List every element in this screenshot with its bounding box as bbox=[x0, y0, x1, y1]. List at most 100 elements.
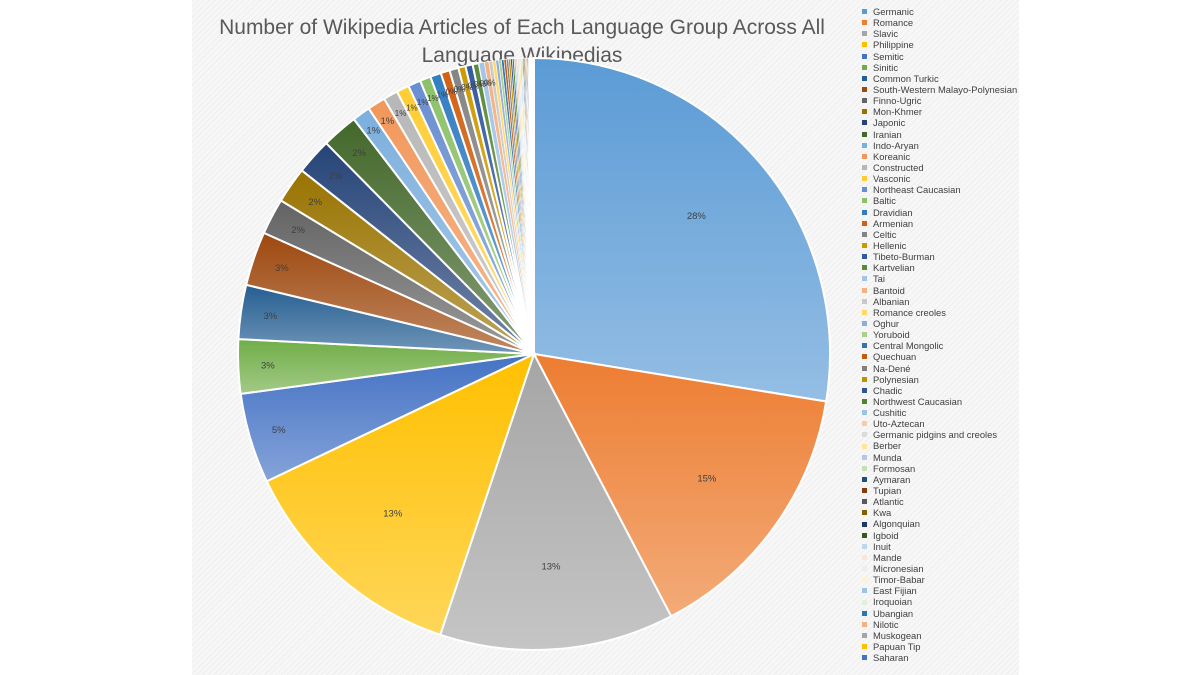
legend-swatch bbox=[862, 9, 867, 15]
legend-label: Nilotic bbox=[873, 618, 899, 630]
legend-label: Tupian bbox=[873, 485, 902, 497]
data-label-semitic: 5% bbox=[272, 425, 286, 436]
legend-item-yoruboid: Yoruboid bbox=[862, 329, 1012, 340]
legend-item-kartvelian: Kartvelian bbox=[862, 262, 1012, 273]
legend-item-finno-ugric: Finno-Ugric bbox=[862, 95, 1012, 106]
legend-label: Iranian bbox=[873, 128, 902, 140]
legend-swatch bbox=[862, 276, 867, 282]
legend-item-germanic: Germanic bbox=[862, 6, 1012, 17]
legend-label: Polynesian bbox=[873, 373, 919, 385]
legend-label: Yoruboid bbox=[873, 329, 910, 341]
legend-label: Aymaran bbox=[873, 473, 911, 485]
legend-swatch bbox=[862, 343, 867, 349]
legend-label: Igboid bbox=[873, 529, 899, 541]
legend-item-micronesian: Micronesian bbox=[862, 563, 1012, 574]
data-label-south-western-malayo-polynesian: 3% bbox=[275, 263, 289, 274]
legend-label: Finno-Ugric bbox=[873, 95, 922, 107]
legend-swatch bbox=[862, 376, 867, 382]
legend-swatch bbox=[862, 187, 867, 193]
legend-label: Romance creoles bbox=[873, 306, 946, 318]
legend-swatch bbox=[862, 42, 867, 48]
legend-label: Timor-Babar bbox=[873, 574, 925, 586]
legend-item-quechuan: Quechuan bbox=[862, 351, 1012, 362]
legend-swatch bbox=[862, 488, 867, 494]
legend-swatch bbox=[862, 621, 867, 627]
data-label-hellenic: 0% bbox=[461, 83, 473, 92]
legend-item-saharan: Saharan bbox=[862, 652, 1012, 663]
legend-swatch bbox=[862, 198, 867, 204]
legend-label: Kwa bbox=[873, 507, 892, 519]
legend-label: Koreanic bbox=[873, 150, 911, 162]
legend-swatch bbox=[862, 243, 867, 249]
legend-label: Sinitic bbox=[873, 61, 899, 73]
legend-item-tibeto-burman: Tibeto-Burman bbox=[862, 251, 1012, 262]
legend-swatch bbox=[862, 521, 867, 527]
legend-swatch bbox=[862, 31, 867, 37]
legend-label: Indo-Aryan bbox=[873, 139, 919, 151]
legend-label: Dravidian bbox=[873, 206, 913, 218]
legend-item-kwa: Kwa bbox=[862, 507, 1012, 518]
legend-item-na-den: Na-Dené bbox=[862, 363, 1012, 374]
data-label-tai: 0% bbox=[479, 79, 491, 88]
legend-swatch bbox=[862, 176, 867, 182]
legend-swatch bbox=[862, 354, 867, 360]
legend-swatch bbox=[862, 610, 867, 616]
data-label-sinitic: 3% bbox=[261, 360, 275, 371]
data-label-tibeto-burman: 0% bbox=[468, 81, 480, 90]
legend-swatch bbox=[862, 655, 867, 661]
legend-swatch bbox=[862, 87, 867, 93]
legend-item-aymaran: Aymaran bbox=[862, 474, 1012, 485]
data-label-baltic: 1% bbox=[427, 94, 439, 103]
legend-item-albanian: Albanian bbox=[862, 296, 1012, 307]
legend-swatch bbox=[862, 20, 867, 26]
legend-label: Atlantic bbox=[873, 496, 904, 508]
legend-swatch bbox=[862, 398, 867, 404]
legend-swatch bbox=[862, 220, 867, 226]
data-label-bantoid: 0% bbox=[484, 78, 496, 87]
legend-label: Muskogean bbox=[873, 629, 922, 641]
legend-swatch bbox=[862, 332, 867, 338]
legend-label: Philippine bbox=[873, 39, 914, 51]
legend-swatch bbox=[862, 543, 867, 549]
legend-item-dravidian: Dravidian bbox=[862, 207, 1012, 218]
legend-item-nilotic: Nilotic bbox=[862, 619, 1012, 630]
legend-item-inuit: Inuit bbox=[862, 541, 1012, 552]
legend-item-constructed: Constructed bbox=[862, 162, 1012, 173]
legend-label: Uto-Aztecan bbox=[873, 418, 925, 430]
legend-label: Mande bbox=[873, 551, 902, 563]
legend-item-atlantic: Atlantic bbox=[862, 496, 1012, 507]
legend-item-germanic-pidgins-and-creoles: Germanic pidgins and creoles bbox=[862, 429, 1012, 440]
legend-label: Germanic bbox=[873, 6, 914, 17]
legend-label: Celtic bbox=[873, 228, 897, 240]
legend-item-koreanic: Koreanic bbox=[862, 151, 1012, 162]
legend-label: Formosan bbox=[873, 462, 916, 474]
legend-swatch bbox=[862, 309, 867, 315]
legend-swatch bbox=[862, 454, 867, 460]
legend-swatch bbox=[862, 365, 867, 371]
legend-label: Hellenic bbox=[873, 239, 907, 251]
legend-item-chadic: Chadic bbox=[862, 385, 1012, 396]
legend-label: Ubangian bbox=[873, 607, 914, 619]
data-label-romance: 15% bbox=[697, 474, 717, 485]
legend-item-sinitic: Sinitic bbox=[862, 62, 1012, 73]
data-label-vasconic: 1% bbox=[406, 103, 418, 112]
legend-label: Micronesian bbox=[873, 563, 924, 575]
legend-label: Northeast Caucasian bbox=[873, 184, 961, 196]
legend-swatch bbox=[862, 231, 867, 237]
legend-item-tai: Tai bbox=[862, 273, 1012, 284]
legend-label: Germanic pidgins and creoles bbox=[873, 429, 998, 441]
legend-label: Chadic bbox=[873, 384, 903, 396]
data-label-constructed: 1% bbox=[395, 109, 407, 118]
legend-item-philippine: Philippine bbox=[862, 39, 1012, 50]
legend-swatch bbox=[862, 153, 867, 159]
data-label-japonic: 2% bbox=[329, 171, 343, 182]
data-label-mon-khmer: 2% bbox=[308, 197, 322, 208]
legend-swatch bbox=[862, 554, 867, 560]
legend-swatch bbox=[862, 287, 867, 293]
legend-item-cushitic: Cushitic bbox=[862, 407, 1012, 418]
legend-swatch bbox=[862, 64, 867, 70]
data-label-philippine: 13% bbox=[383, 509, 403, 520]
legend-item-muskogean: Muskogean bbox=[862, 630, 1012, 641]
pie-slice-philippine bbox=[265, 352, 536, 637]
legend-label: Mon-Khmer bbox=[873, 106, 922, 118]
